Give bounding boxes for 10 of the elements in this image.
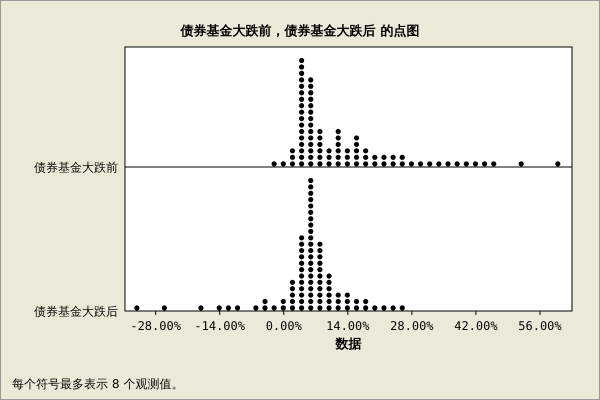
x-axis-title: 数据 bbox=[334, 337, 362, 352]
x-tick-label: 28.00% bbox=[390, 319, 434, 333]
x-tick-label: 56.00% bbox=[518, 319, 562, 333]
x-tick-label: -14.00% bbox=[194, 319, 246, 333]
x-tick-label: 0.00% bbox=[266, 319, 303, 333]
x-tick-label: 42.00% bbox=[454, 319, 498, 333]
y-axis-title: 债券基金大跌后 bbox=[34, 304, 118, 318]
x-tick-label: -28.00% bbox=[130, 319, 182, 333]
x-tick-label: 14.00% bbox=[326, 319, 370, 333]
text: 每个符号最多表示 8 个观测值。 bbox=[12, 377, 184, 391]
